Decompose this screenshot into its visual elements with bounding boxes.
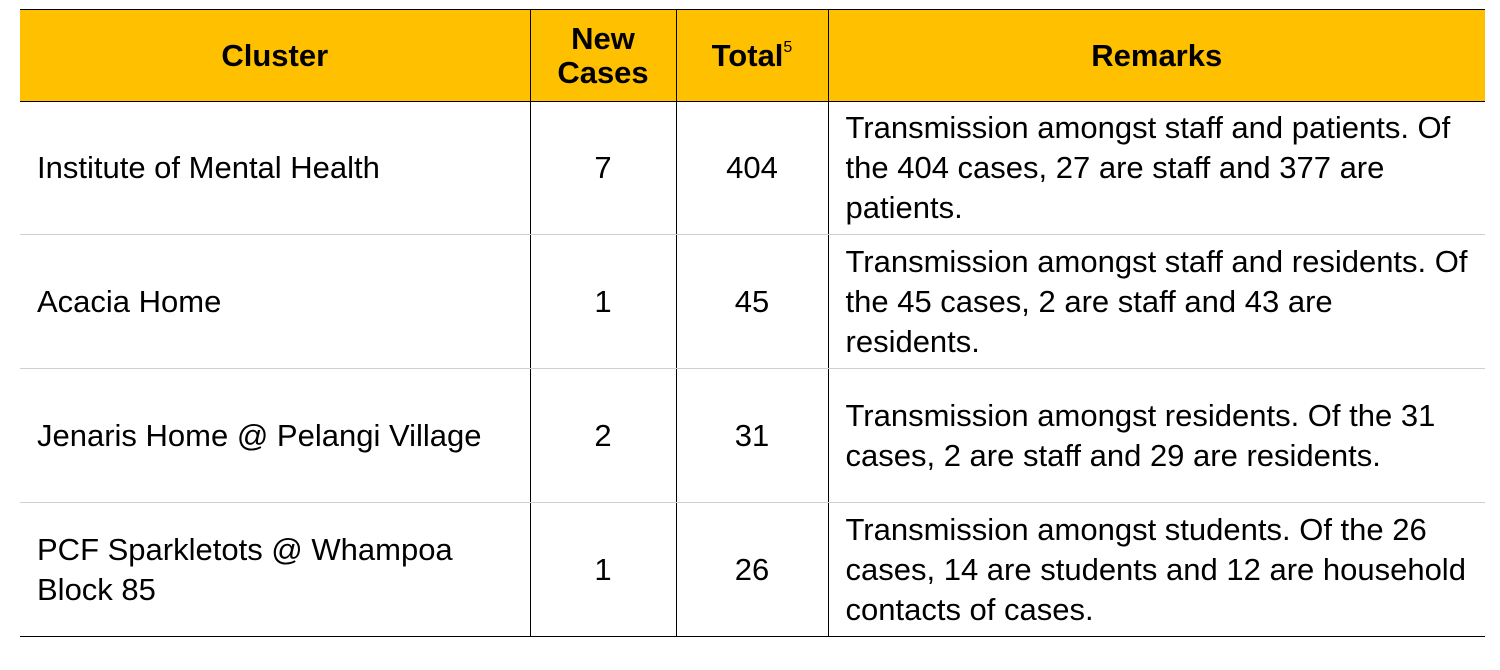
header-new-cases-line1: New [571, 20, 635, 56]
cell-cluster: Institute of Mental Health [20, 101, 530, 235]
table-row: Jenaris Home @ Pelangi Village 2 31 Tran… [20, 368, 1485, 503]
cluster-table-container: Cluster New Cases Total5 Remarks Institu… [20, 9, 1485, 637]
header-remarks: Remarks [827, 9, 1485, 102]
table-header: Cluster New Cases Total5 Remarks [20, 9, 1485, 102]
cell-remarks: Transmission amongst staff and patients.… [827, 101, 1485, 235]
cell-cluster: PCF Sparkletots @ Whampoa Block 85 [20, 502, 530, 637]
header-row: Cluster New Cases Total5 Remarks [20, 9, 1485, 102]
cell-remarks: Transmission amongst staff and residents… [827, 234, 1485, 369]
cell-remarks: Transmission amongst students. Of the 26… [827, 502, 1485, 637]
header-total-label: Total [711, 37, 784, 73]
table-row: Acacia Home 1 45 Transmission amongst st… [20, 234, 1485, 369]
header-total: Total5 [675, 9, 828, 102]
cell-total: 45 [675, 234, 828, 369]
cell-total: 404 [675, 101, 828, 235]
cell-total: 26 [675, 502, 828, 637]
header-new-cases-line2: Cases [557, 54, 649, 90]
cell-total: 31 [675, 368, 828, 503]
cell-cluster: Acacia Home [20, 234, 530, 369]
header-cluster: Cluster [20, 9, 530, 102]
header-new-cases: New Cases [529, 9, 676, 102]
cell-cluster: Jenaris Home @ Pelangi Village [20, 368, 530, 503]
cell-new-cases: 1 [529, 234, 676, 369]
header-total-footnote: 5 [783, 38, 793, 56]
cluster-table: Cluster New Cases Total5 Remarks Institu… [20, 9, 1485, 637]
table-row: PCF Sparkletots @ Whampoa Block 85 1 26 … [20, 502, 1485, 637]
header-remarks-label: Remarks [1091, 37, 1223, 73]
cell-new-cases: 7 [529, 101, 676, 235]
cell-new-cases: 1 [529, 502, 676, 637]
table-row: Institute of Mental Health 7 404 Transmi… [20, 101, 1485, 235]
cell-new-cases: 2 [529, 368, 676, 503]
table-body: Institute of Mental Health 7 404 Transmi… [20, 101, 1485, 637]
cell-remarks: Transmission amongst residents. Of the 3… [827, 368, 1485, 503]
header-cluster-label: Cluster [221, 37, 329, 73]
